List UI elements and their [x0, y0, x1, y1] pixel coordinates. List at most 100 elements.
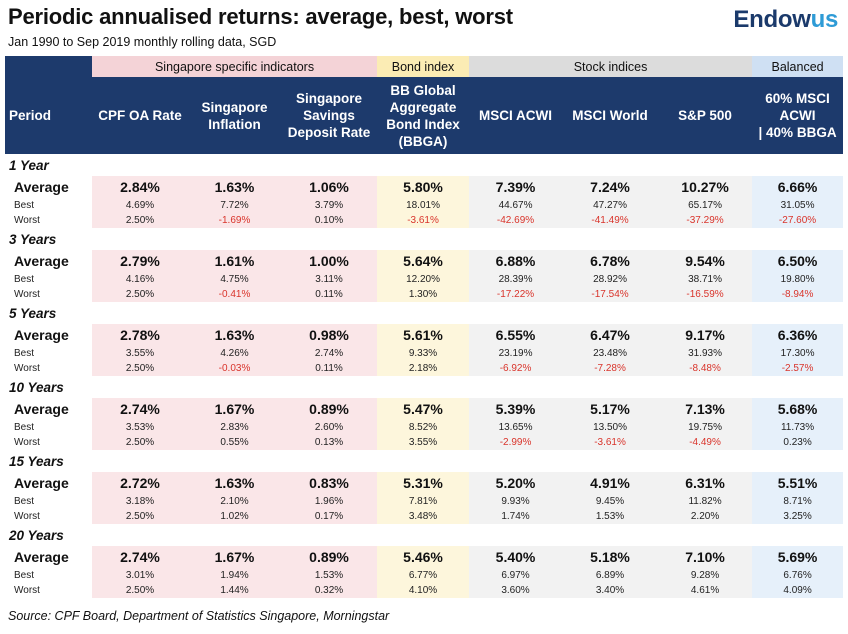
- average-row-label: Average: [14, 179, 69, 195]
- best-value-cpf-oa-rate: 3.18%: [92, 494, 188, 509]
- worst-value-msci-world: 1.53%: [562, 509, 659, 524]
- average-value-s-p-500: 7.13%: [658, 398, 753, 420]
- worst-value-s-p-500: -8.48%: [658, 361, 753, 376]
- group-header-bond-index: Bond index: [377, 56, 470, 77]
- average-value-singapore-inflation: 1.61%: [188, 250, 281, 272]
- column-header-line: S&P 500: [678, 108, 732, 123]
- average-value-cpf-oa-rate: 2.72%: [92, 472, 188, 494]
- best-row-1-year: Best 4.69% 7.72% 3.79% 18.01% 44.67% 47.27% 65.…: [5, 198, 844, 213]
- best-value-cpf-oa-rate: 3.55%: [92, 346, 188, 361]
- best-value-msci-world: 13.50%: [562, 420, 659, 435]
- worst-row-label: Worst: [14, 437, 40, 448]
- average-value-cpf-oa-rate: 2.84%: [92, 176, 188, 198]
- column-header-period: Period: [5, 77, 92, 154]
- best-value-bb-global-aggregate-bond-index-bbga: 7.81%: [377, 494, 470, 509]
- best-value-60-msci-acwi-40-bbga: 11.73%: [752, 420, 844, 435]
- worst-value-singapore-savings-deposit-rate: 0.32%: [281, 583, 378, 598]
- average-value-singapore-savings-deposit-rate: 0.83%: [281, 472, 378, 494]
- worst-value-bb-global-aggregate-bond-index-bbga: 1.30%: [377, 287, 470, 302]
- best-value-singapore-inflation: 1.94%: [188, 568, 281, 583]
- average-value-msci-acwi: 7.39%: [469, 176, 563, 198]
- average-value-singapore-savings-deposit-rate: 0.89%: [281, 398, 378, 420]
- chart-title: Periodic annualised returns: average, be…: [8, 4, 513, 29]
- group-header-period-spacer: [5, 56, 92, 77]
- worst-value-msci-acwi: -42.69%: [469, 213, 563, 228]
- worst-row-label: Worst: [14, 363, 40, 374]
- column-header-msci-world: MSCI World: [562, 77, 659, 154]
- period-section-20-years: 20 Years: [5, 524, 843, 546]
- average-value-singapore-savings-deposit-rate: 0.98%: [281, 324, 378, 346]
- column-header-singapore-inflation: Singapore Inflation: [188, 77, 281, 154]
- average-value-60-msci-acwi-40-bbga: 6.66%: [752, 176, 844, 198]
- best-value-cpf-oa-rate: 4.16%: [92, 272, 188, 287]
- worst-value-singapore-savings-deposit-rate: 0.11%: [281, 361, 378, 376]
- best-value-60-msci-acwi-40-bbga: 19.80%: [752, 272, 844, 287]
- column-header-line: Deposit Rate: [287, 125, 371, 140]
- best-row-label: Best: [14, 570, 35, 581]
- average-value-msci-acwi: 5.39%: [469, 398, 563, 420]
- group-header-singapore-specific-indicators: Singapore specific indicators: [92, 56, 378, 77]
- column-header-line: Bond Index: [386, 116, 460, 132]
- best-value-singapore-savings-deposit-rate: 3.79%: [281, 198, 378, 213]
- worst-value-s-p-500: 2.20%: [658, 509, 753, 524]
- best-value-cpf-oa-rate: 4.69%: [92, 198, 188, 213]
- average-value-msci-world: 4.91%: [562, 472, 659, 494]
- column-header-line: Singapore: [201, 99, 268, 115]
- average-value-msci-world: 5.17%: [562, 398, 659, 420]
- best-value-msci-world: 47.27%: [562, 198, 659, 213]
- average-value-bb-global-aggregate-bond-index-bbga: 5.47%: [377, 398, 470, 420]
- best-value-singapore-savings-deposit-rate: 1.96%: [281, 494, 378, 509]
- average-value-cpf-oa-rate: 2.74%: [92, 546, 188, 568]
- best-value-msci-world: 28.92%: [562, 272, 659, 287]
- average-value-singapore-inflation: 1.63%: [188, 176, 281, 198]
- best-value-msci-acwi: 6.97%: [469, 568, 563, 583]
- worst-row-3-years: Worst 2.50% -0.41% 0.11% 1.30% -17.22% -17.54%…: [5, 287, 844, 302]
- group-header-balanced: Balanced: [752, 56, 844, 77]
- worst-value-cpf-oa-rate: 2.50%: [92, 287, 188, 302]
- worst-value-msci-world: -17.54%: [562, 287, 659, 302]
- best-value-msci-world: 6.89%: [562, 568, 659, 583]
- worst-value-bb-global-aggregate-bond-index-bbga: 3.55%: [377, 435, 470, 450]
- average-value-s-p-500: 7.10%: [658, 546, 753, 568]
- average-value-singapore-inflation: 1.63%: [188, 472, 281, 494]
- column-header-msci-acwi: MSCI ACWI: [469, 77, 563, 154]
- best-value-s-p-500: 65.17%: [658, 198, 753, 213]
- best-value-bb-global-aggregate-bond-index-bbga: 18.01%: [377, 198, 470, 213]
- average-value-s-p-500: 10.27%: [658, 176, 753, 198]
- best-value-singapore-inflation: 4.26%: [188, 346, 281, 361]
- worst-value-singapore-savings-deposit-rate: 0.13%: [281, 435, 378, 450]
- worst-value-singapore-inflation: 0.55%: [188, 435, 281, 450]
- worst-value-60-msci-acwi-40-bbga: -2.57%: [752, 361, 844, 376]
- column-header-line: (BBGA): [398, 133, 448, 149]
- column-header-line: Savings: [303, 108, 355, 123]
- worst-value-msci-acwi: -17.22%: [469, 287, 563, 302]
- best-value-singapore-inflation: 4.75%: [188, 272, 281, 287]
- best-value-msci-world: 9.45%: [562, 494, 659, 509]
- worst-value-msci-world: 3.40%: [562, 583, 659, 598]
- best-row-label: Best: [14, 274, 35, 285]
- worst-value-bb-global-aggregate-bond-index-bbga: -3.61%: [377, 213, 470, 228]
- worst-row-label: Worst: [14, 215, 40, 226]
- worst-value-s-p-500: 4.61%: [658, 583, 753, 598]
- average-value-cpf-oa-rate: 2.79%: [92, 250, 188, 272]
- returns-table: Singapore specific indicators Bond index S…: [5, 56, 844, 598]
- best-value-bb-global-aggregate-bond-index-bbga: 8.52%: [377, 420, 470, 435]
- column-header-singapore-savings-deposit-rate: Singapore Savings Deposit Rate: [281, 77, 378, 154]
- worst-value-cpf-oa-rate: 2.50%: [92, 435, 188, 450]
- average-value-60-msci-acwi-40-bbga: 6.36%: [752, 324, 844, 346]
- best-value-singapore-savings-deposit-rate: 1.53%: [281, 568, 378, 583]
- worst-value-msci-acwi: -2.99%: [469, 435, 563, 450]
- best-row-label: Best: [14, 422, 35, 433]
- column-header-line: BB Global: [390, 82, 456, 98]
- column-header-line: CPF OA Rate: [98, 108, 182, 123]
- table-body: Singapore specific indicators Bond index S…: [5, 56, 844, 598]
- average-value-msci-acwi: 5.20%: [469, 472, 563, 494]
- endowus-logo: Endowus: [733, 6, 838, 34]
- best-row-label: Best: [14, 348, 35, 359]
- worst-row-label: Worst: [14, 511, 40, 522]
- column-header-line: Inflation: [208, 116, 261, 132]
- worst-value-60-msci-acwi-40-bbga: 4.09%: [752, 583, 844, 598]
- average-value-singapore-inflation: 1.67%: [188, 398, 281, 420]
- average-value-msci-world: 6.47%: [562, 324, 659, 346]
- worst-value-60-msci-acwi-40-bbga: -27.60%: [752, 213, 844, 228]
